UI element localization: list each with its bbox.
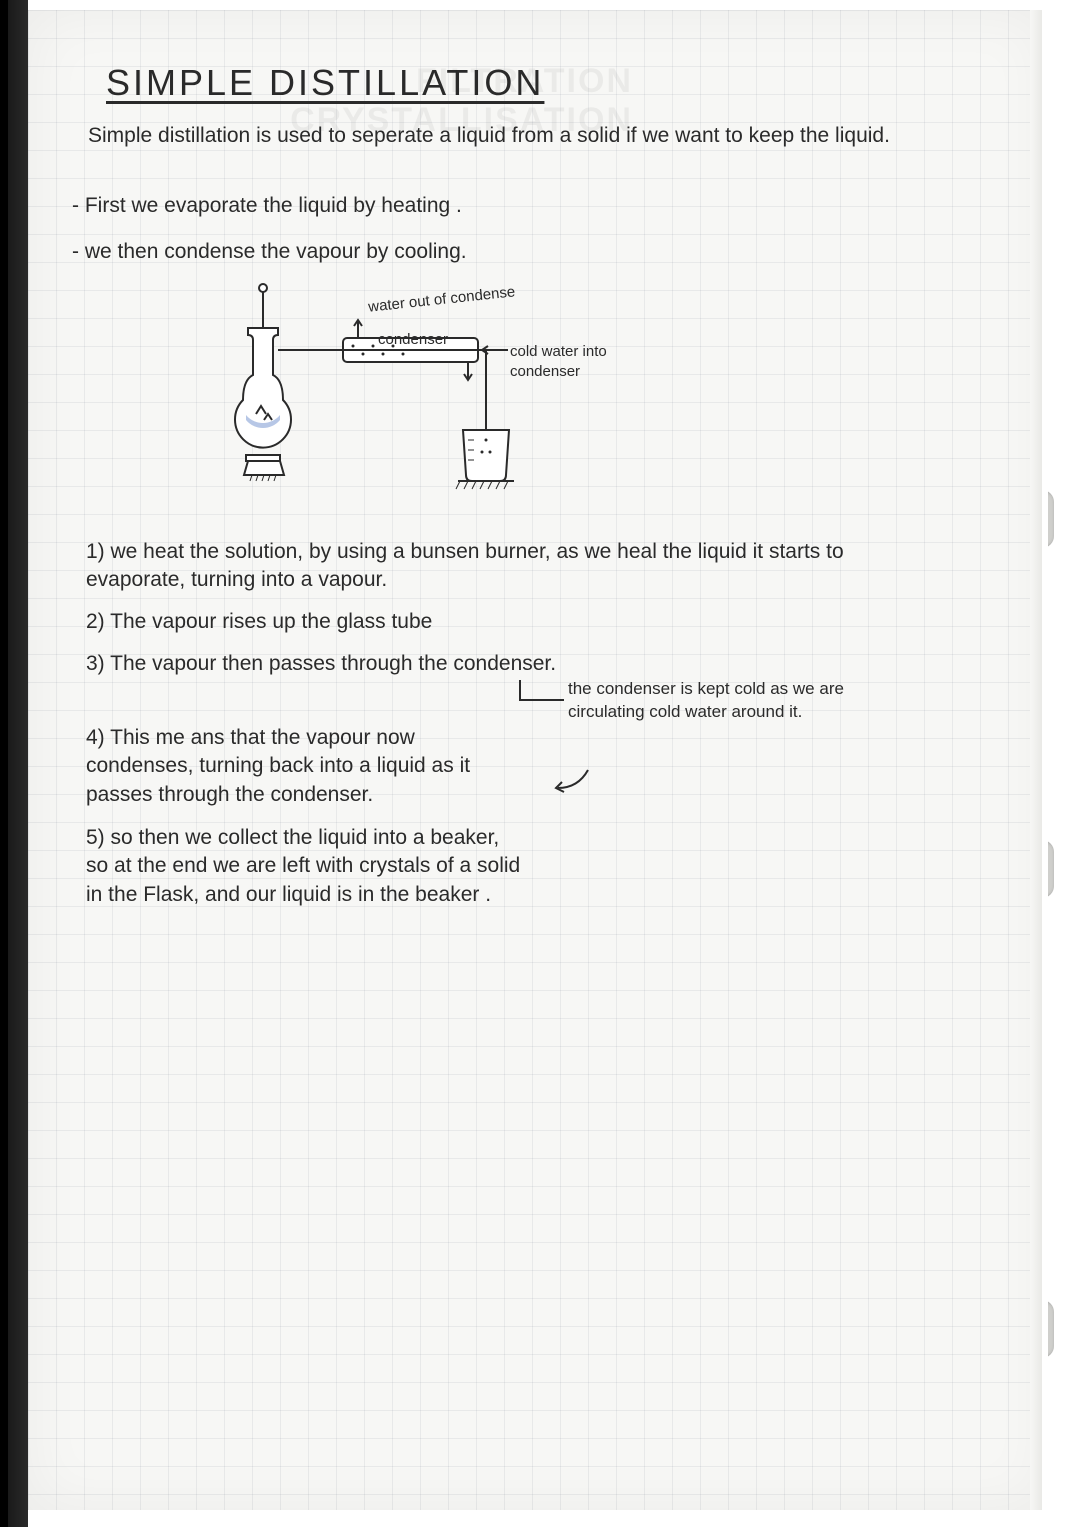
step-1: 1) we heat the solution, by using a buns… [86, 538, 926, 595]
aside-arrow-top [510, 676, 570, 712]
step-3: 3) The vapour then passes through the co… [86, 650, 926, 678]
page-title: SIMPLE DISTILLATION [106, 62, 544, 104]
aside-arrow-bottom [548, 766, 598, 796]
binder-edge [0, 0, 28, 1527]
bullet-evaporate: - First we evaporate the liquid by heati… [72, 192, 892, 220]
aside-condenser-note: the condenser is kept cold as we are cir… [568, 678, 908, 724]
step-2: 2) The vapour rises up the glass tube [86, 608, 926, 636]
page-right-edge [1030, 10, 1048, 1510]
notebook-page: FILTRATION CRYSTALLISATION SIMPLE DISTIL… [28, 10, 1048, 1510]
label-cold-water-in: cold water into condenser [510, 342, 660, 383]
bullet-condense: - we then condense the vapour by cooling… [72, 238, 892, 266]
label-condenser: condenser [378, 330, 448, 350]
step-4: 4) This me ans that the vapour now conde… [86, 724, 516, 809]
distillation-svg [168, 280, 688, 520]
intro-text: Simple distillation is used to seperate … [88, 122, 908, 150]
step-5: 5) so then we collect the liquid into a … [86, 824, 526, 909]
distillation-diagram: water out of condense condenser cold wat… [168, 280, 688, 520]
